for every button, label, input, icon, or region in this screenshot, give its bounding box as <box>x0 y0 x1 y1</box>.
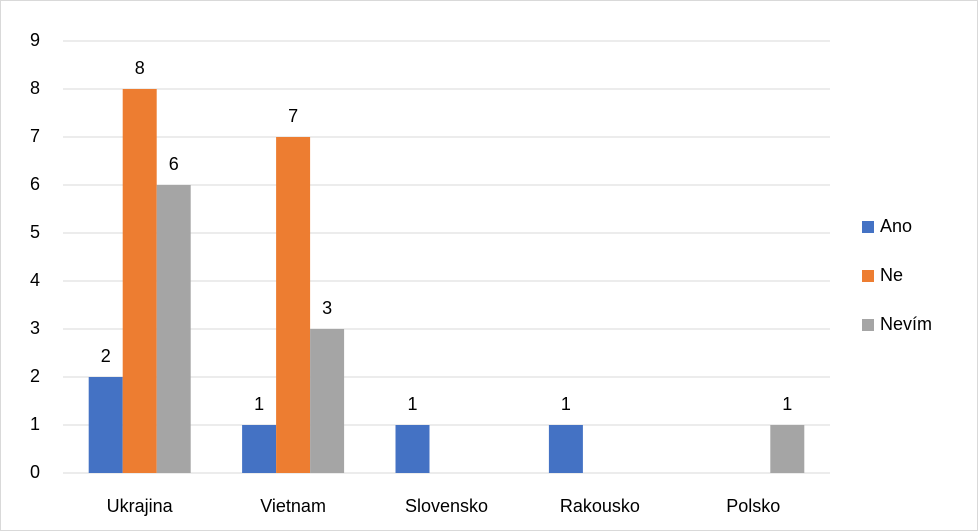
x-tick-label: Vietnam <box>260 496 326 516</box>
y-tick-label: 5 <box>30 222 40 242</box>
y-tick-label: 4 <box>30 270 40 290</box>
legend-swatch <box>862 270 874 282</box>
x-tick-label: Polsko <box>726 496 780 516</box>
legend-swatch <box>862 319 874 331</box>
legend-swatch <box>862 221 874 233</box>
bar <box>548 425 583 473</box>
legend-label: Ano <box>880 216 912 236</box>
data-label: 1 <box>407 394 417 414</box>
bar <box>770 425 805 473</box>
data-label: 1 <box>561 394 571 414</box>
y-tick-label: 3 <box>30 318 40 338</box>
bar <box>310 329 345 473</box>
y-tick-label: 9 <box>30 30 40 50</box>
y-tick-label: 0 <box>30 462 40 482</box>
bar <box>122 89 157 473</box>
bar <box>395 425 430 473</box>
data-label: 7 <box>288 106 298 126</box>
data-label: 6 <box>169 154 179 174</box>
bar <box>242 425 277 473</box>
y-tick-label: 6 <box>30 174 40 194</box>
x-tick-label: Slovensko <box>405 496 488 516</box>
legend-label: Nevím <box>880 314 932 334</box>
data-label: 1 <box>254 394 264 414</box>
legend-label: Ne <box>880 265 903 285</box>
data-label: 8 <box>135 58 145 78</box>
bar <box>88 377 123 473</box>
data-label: 2 <box>101 346 111 366</box>
x-tick-label: Rakousko <box>560 496 640 516</box>
x-tick-label: Ukrajina <box>107 496 174 516</box>
data-label: 1 <box>782 394 792 414</box>
y-tick-label: 7 <box>30 126 40 146</box>
data-label: 3 <box>322 298 332 318</box>
bar <box>156 185 191 473</box>
y-tick-label: 1 <box>30 414 40 434</box>
y-tick-label: 2 <box>30 366 40 386</box>
bar <box>276 137 311 473</box>
y-tick-label: 8 <box>30 78 40 98</box>
